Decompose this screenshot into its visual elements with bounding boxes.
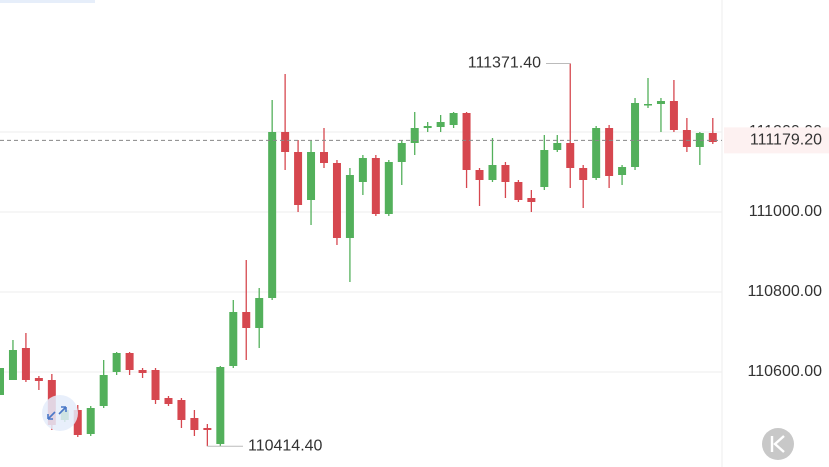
candle-body — [332, 163, 341, 238]
candle-body — [579, 168, 588, 180]
candle-body — [553, 143, 562, 150]
candle-body — [0, 368, 4, 395]
candle-body — [592, 128, 601, 178]
scroll-end-circle[interactable] — [762, 428, 794, 460]
candle-body — [138, 370, 147, 373]
candle-body — [255, 298, 264, 328]
candle-body — [281, 132, 290, 152]
candle-body — [488, 165, 497, 180]
collapse-button[interactable] — [42, 395, 78, 431]
y-tick-label: 110800.00 — [748, 283, 823, 300]
candle-body — [501, 165, 510, 182]
labels: 110600.00110800.00111000.00111200.001111… — [0, 55, 829, 454]
candle-body — [229, 312, 238, 366]
y-tick-label: 110600.00 — [748, 363, 823, 380]
candle-body — [423, 126, 432, 128]
candle-body — [203, 428, 212, 430]
candle-body — [294, 152, 303, 205]
scroll-end-icon — [770, 435, 785, 453]
candles — [0, 63, 717, 447]
candle-body — [397, 143, 406, 162]
candle-body — [177, 400, 186, 420]
candle-body — [384, 162, 393, 214]
candle-body — [358, 158, 367, 182]
top-bar — [0, 0, 95, 3]
candle-body — [708, 133, 717, 142]
candle-body — [669, 101, 678, 130]
candle-body — [8, 350, 17, 380]
candle-body — [164, 398, 173, 404]
candle-body — [682, 130, 691, 147]
candle-body — [307, 152, 316, 200]
candle-body — [125, 353, 134, 370]
candle-body — [190, 418, 199, 430]
candle-body — [566, 143, 575, 168]
candle-body — [514, 182, 523, 200]
current-price-label: 111179.20 — [750, 132, 822, 149]
candle-body — [216, 367, 225, 444]
scroll-end-button[interactable] — [762, 428, 794, 460]
current-price-tag — [724, 127, 829, 154]
candle-body — [462, 113, 471, 170]
candle-body — [73, 410, 82, 435]
candle-body — [99, 375, 108, 406]
candle-body — [320, 152, 328, 163]
candle-body — [527, 198, 536, 202]
candle-body — [151, 370, 160, 400]
candle-body — [112, 353, 121, 372]
candle-body — [21, 348, 30, 380]
candle-body — [475, 170, 484, 180]
candle-body — [605, 128, 614, 176]
min-label: 110414.40 — [248, 437, 323, 454]
y-tick-label: 111000.00 — [749, 203, 822, 220]
max-label: 111371.40 — [468, 55, 541, 72]
candle-body — [656, 101, 665, 104]
candle-body — [436, 122, 445, 127]
candle-body — [242, 312, 251, 328]
candle-body — [34, 378, 43, 381]
candle-body — [540, 150, 549, 187]
candle-body — [410, 128, 419, 143]
candle-body — [86, 408, 95, 434]
candle-body — [618, 167, 627, 175]
candle-body — [268, 132, 277, 298]
candle-body — [345, 175, 354, 238]
candle-body — [644, 104, 652, 106]
candle-body — [695, 133, 704, 147]
collapse-icon — [47, 406, 67, 420]
candle-body — [371, 158, 380, 214]
candle-body — [449, 113, 458, 125]
candle-body — [631, 103, 640, 167]
